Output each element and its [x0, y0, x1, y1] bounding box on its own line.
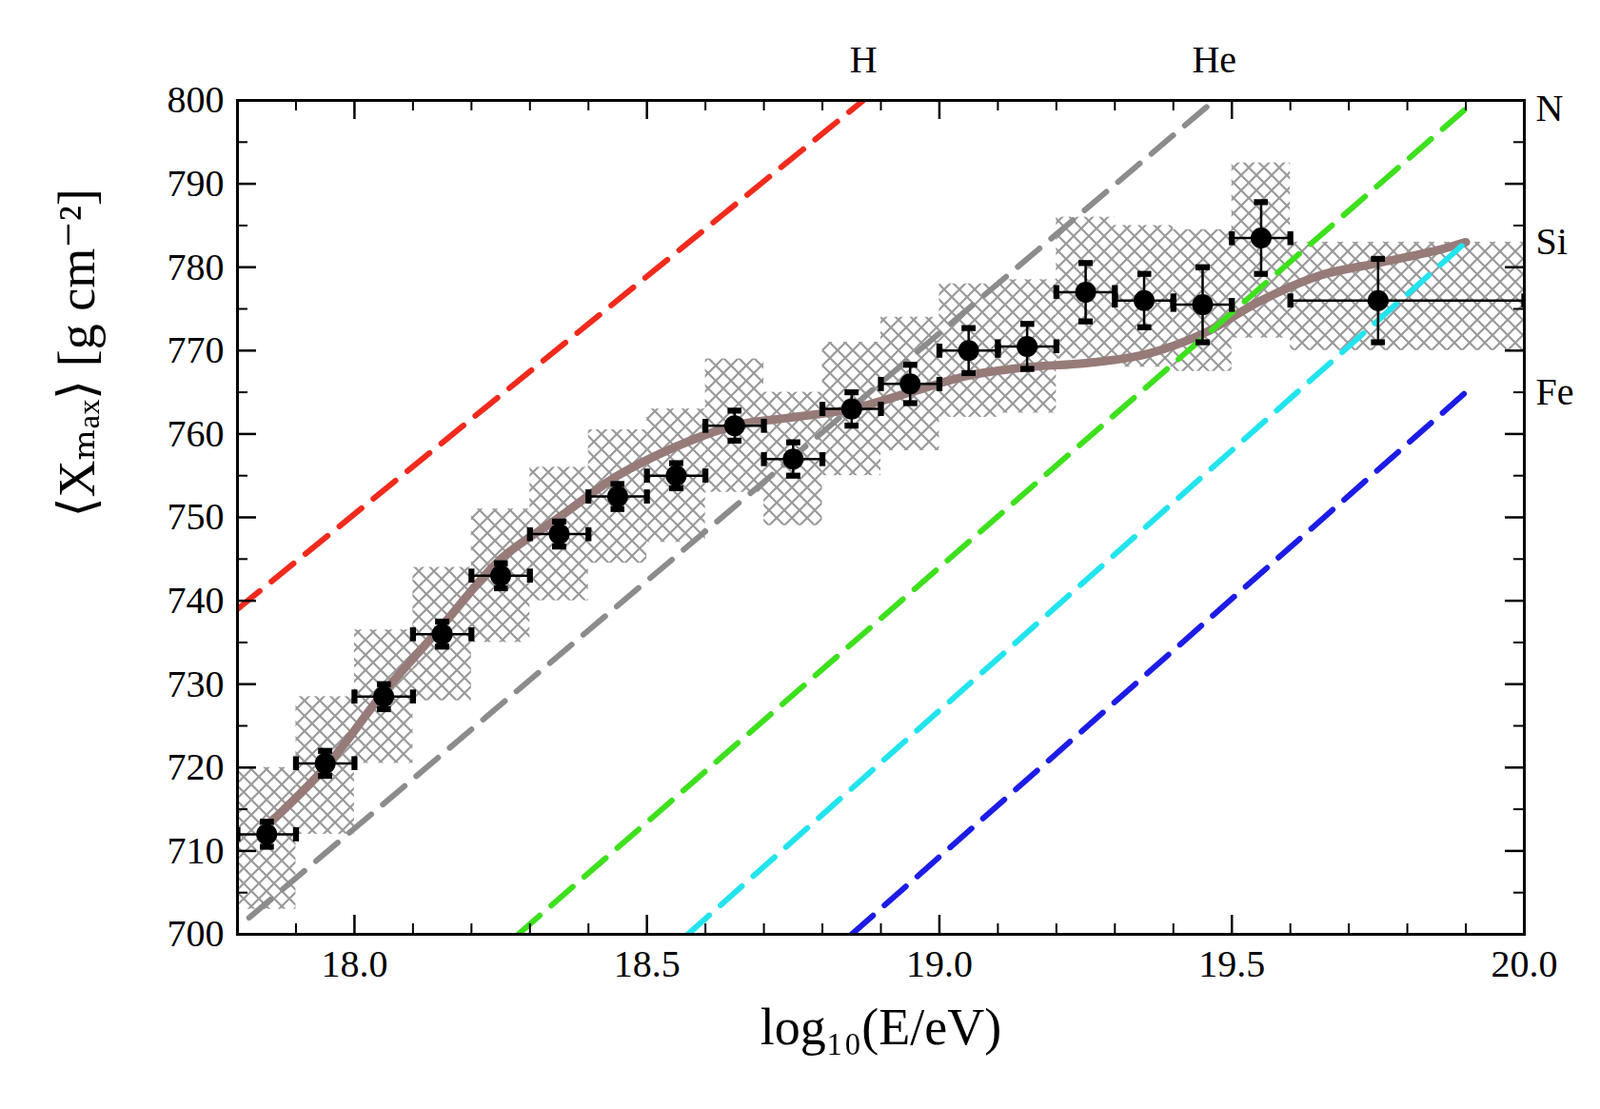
- svg-text:Fe: Fe: [1536, 370, 1575, 414]
- svg-text:Si: Si: [1536, 219, 1568, 263]
- svg-text:750: 750: [167, 494, 225, 538]
- svg-text:740: 740: [167, 578, 225, 622]
- svg-text:760: 760: [167, 412, 225, 455]
- svg-text:790: 790: [167, 161, 225, 205]
- svg-text:H: H: [849, 38, 878, 81]
- svg-text:800: 800: [167, 78, 225, 121]
- svg-text:19.5: 19.5: [1198, 942, 1265, 986]
- svg-text:⟨Xₘₐₓ⟩ [g cm⁻²]: ⟨Xₘₐₓ⟩ [g cm⁻²]: [48, 188, 106, 517]
- svg-text:N: N: [1536, 86, 1564, 130]
- svg-text:20.0: 20.0: [1491, 942, 1559, 986]
- svg-text:18.5: 18.5: [613, 942, 681, 986]
- svg-text:700: 700: [167, 911, 225, 955]
- svg-text:720: 720: [167, 745, 225, 789]
- svg-text:He: He: [1191, 38, 1237, 81]
- svg-text:710: 710: [167, 829, 225, 872]
- svg-text:19.0: 19.0: [906, 942, 973, 986]
- svg-text:18.0: 18.0: [320, 942, 388, 986]
- svg-text:770: 770: [167, 328, 225, 372]
- svg-text:730: 730: [167, 662, 225, 706]
- svg-text:780: 780: [167, 245, 225, 289]
- svg-text:log₁₀(E/eV): log₁₀(E/eV): [760, 998, 1003, 1056]
